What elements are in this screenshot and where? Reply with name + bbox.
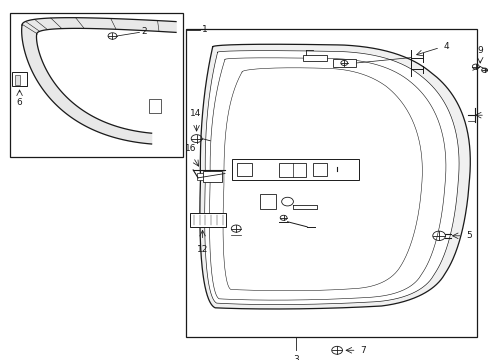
Text: 10: 10	[257, 226, 268, 235]
Bar	[185, 29, 476, 337]
Bar	[12, 72, 27, 86]
Text: 5: 5	[465, 231, 471, 240]
Text: 3: 3	[293, 355, 299, 360]
Polygon shape	[204, 51, 458, 305]
Polygon shape	[22, 18, 176, 34]
Polygon shape	[200, 44, 469, 309]
Text: 13: 13	[230, 248, 242, 257]
Bar	[189, 213, 226, 227]
Text: 18: 18	[331, 202, 343, 211]
Bar	[203, 171, 222, 182]
Text: 2: 2	[142, 27, 147, 36]
Bar	[303, 55, 326, 61]
Text: 11: 11	[281, 222, 293, 231]
Bar	[197, 173, 203, 180]
Text: 14: 14	[189, 109, 201, 118]
Polygon shape	[21, 25, 151, 144]
Text: 16: 16	[184, 144, 196, 153]
Bar	[15, 75, 20, 85]
Text: 9: 9	[476, 46, 482, 55]
Polygon shape	[209, 58, 445, 300]
Polygon shape	[293, 205, 316, 209]
Bar	[237, 163, 251, 176]
Bar	[232, 159, 359, 180]
Bar	[312, 163, 326, 176]
Text: 7: 7	[359, 346, 365, 355]
Bar	[278, 163, 305, 177]
Text: 15: 15	[245, 199, 257, 208]
Text: 1: 1	[202, 25, 207, 34]
Bar	[149, 99, 161, 113]
Bar	[332, 59, 355, 67]
Text: 6: 6	[17, 98, 22, 107]
Bar	[10, 13, 183, 157]
Text: 8: 8	[487, 111, 488, 120]
Bar	[260, 194, 275, 209]
Text: 4: 4	[443, 41, 449, 50]
Polygon shape	[223, 68, 422, 291]
Text: 17: 17	[330, 226, 342, 235]
Text: 12: 12	[197, 245, 208, 254]
